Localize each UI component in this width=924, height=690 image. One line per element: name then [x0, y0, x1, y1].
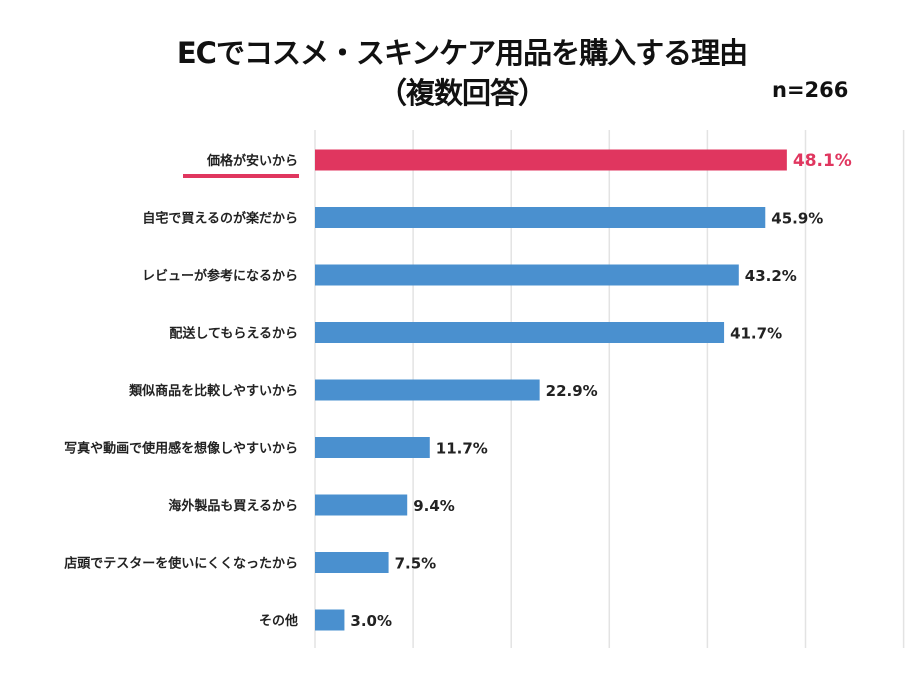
category-label: レビューが参考になるから	[142, 268, 298, 284]
sample-size: n=266	[772, 78, 849, 102]
bar	[315, 609, 345, 631]
bar	[315, 149, 787, 171]
category-label: その他	[259, 613, 298, 629]
category-label: 価格が安いから	[206, 153, 298, 169]
data-label: 9.4%	[413, 497, 455, 515]
data-label: 45.9%	[771, 210, 823, 228]
data-label: 11.7%	[436, 440, 488, 458]
data-label: 22.9%	[546, 382, 598, 400]
bar	[315, 552, 389, 573]
bar	[315, 207, 766, 228]
category-label: 写真や動画で使用感を想像しやすいから	[64, 441, 298, 457]
data-label: 43.2%	[745, 267, 797, 285]
data-label: 48.1%	[793, 151, 852, 171]
bar	[315, 322, 725, 343]
data-label: 7.5%	[395, 555, 437, 573]
highlight-underline	[183, 174, 299, 178]
bar	[315, 264, 739, 286]
data-label: 3.0%	[350, 612, 392, 630]
category-label: 類似商品を比較しやすいから	[128, 383, 298, 399]
chart-title: ECでコスメ・スキンケア用品を購入する理由	[176, 36, 748, 70]
bar	[315, 437, 430, 458]
chart-subtitle: （複数回答）	[377, 76, 547, 110]
data-label: 41.7%	[730, 325, 782, 343]
category-label: 海外製品も買えるから	[168, 498, 298, 514]
bar	[315, 379, 540, 401]
category-label: 店頭でテスターを使いにくくなったから	[64, 556, 298, 572]
category-label: 自宅で買えるのが楽だから	[142, 211, 298, 227]
bar	[315, 494, 408, 516]
category-label: 配送してもらえるから	[169, 326, 298, 342]
